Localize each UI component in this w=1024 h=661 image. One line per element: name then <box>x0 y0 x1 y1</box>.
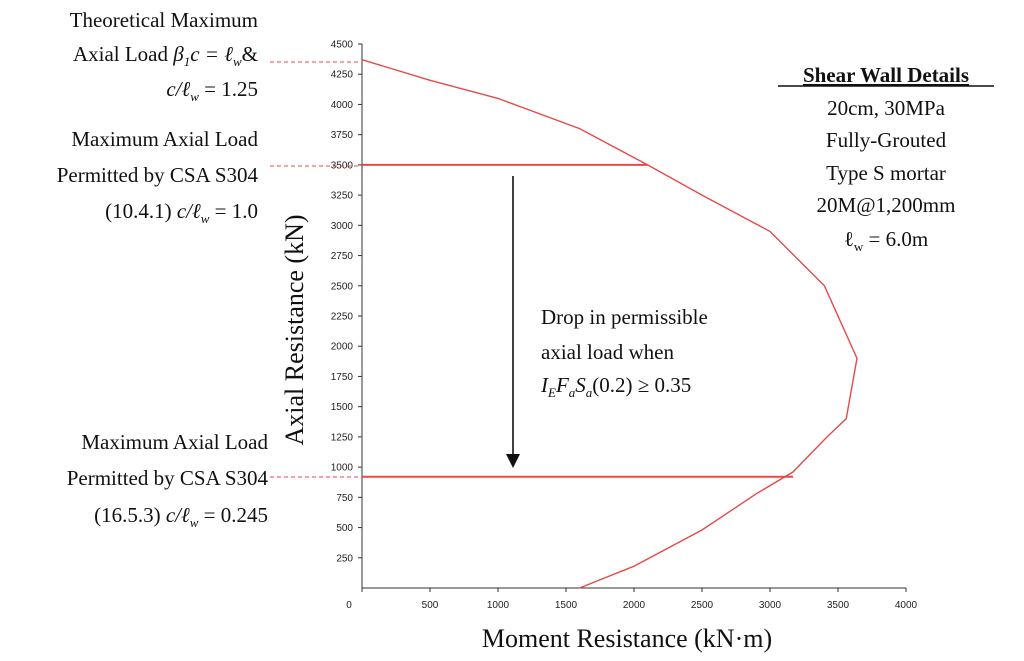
x-tick-label: 0 <box>346 600 352 611</box>
x-tick-label: 2000 <box>623 600 646 611</box>
details-title: Shear Wall Details <box>803 63 969 87</box>
y-tick-label: 1500 <box>331 402 354 413</box>
annotation-drop-line3: IEFaSa(0.2) ≥ 0.35 <box>540 373 691 400</box>
annotation-theoretical-line1: Theoretical Maximum <box>70 8 258 32</box>
details-line-1: 20cm, 30MPa <box>827 96 946 120</box>
x-tick-label: 3500 <box>827 600 850 611</box>
x-tick-label: 500 <box>422 600 439 611</box>
shear-wall-details: Shear Wall Details 20cm, 30MPa Fully-Gro… <box>778 63 994 254</box>
y-tick-label: 3750 <box>331 130 354 141</box>
annotation-theoretical-line3: c/ℓw = 1.25 <box>166 77 258 104</box>
y-tick-label: 250 <box>336 553 353 564</box>
y-tick-label: 4500 <box>331 40 354 51</box>
chart-series <box>361 59 858 589</box>
annotation-csa-1041-line3: (10.4.1) c/ℓw = 1.0 <box>105 199 258 226</box>
annotation-theoretical-line2: Axial Load β1c = ℓw& <box>73 42 258 69</box>
annotation-csa-1653: Maximum Axial Load Permitted by CSA S304… <box>67 430 269 530</box>
drop-arrow-head <box>506 454 520 468</box>
annotation-drop-line2: axial load when <box>541 340 674 364</box>
x-tick-label: 2500 <box>691 600 714 611</box>
annotation-csa-1041: Maximum Axial Load Permitted by CSA S304… <box>57 127 259 226</box>
y-tick-label: 3000 <box>331 221 354 232</box>
annotation-theoretical: Theoretical Maximum Axial Load β1c = ℓw&… <box>70 8 258 104</box>
y-tick-label: 750 <box>336 493 353 504</box>
y-tick-label: 2000 <box>331 342 354 353</box>
details-line-4: 20M@1,200mm <box>817 193 956 217</box>
y-tick-label: 2750 <box>331 251 354 262</box>
interaction-curve <box>361 59 858 589</box>
annotation-csa-1653-line2: Permitted by CSA S304 <box>67 466 269 490</box>
annotation-drop: Drop in permissible axial load when IEFa… <box>540 305 708 400</box>
details-line-2: Fully-Grouted <box>826 128 947 152</box>
x-axis-label: Moment Resistance (kN·m) <box>482 624 772 653</box>
y-tick-label: 4000 <box>331 100 354 111</box>
annotation-csa-1653-line1: Maximum Axial Load <box>81 430 268 454</box>
y-tick-label: 500 <box>336 523 353 534</box>
annotation-csa-1041-line1: Maximum Axial Load <box>71 127 258 151</box>
y-tick-label: 1250 <box>331 432 354 443</box>
y-tick-label: 4250 <box>331 70 354 81</box>
chart-ticks: 250 500 750 1000 1250 1500 1750 2000 2250 2500 275… <box>331 40 918 612</box>
annotation-drop-line1: Drop in permissible <box>541 305 708 329</box>
x-tick-label: 1000 <box>487 600 510 611</box>
x-tick-label: 4000 <box>895 600 918 611</box>
annotation-csa-1653-line3: (16.5.3) c/ℓw = 0.245 <box>94 503 268 530</box>
details-line-3: Type S mortar <box>826 161 946 185</box>
y-tick-label: 1000 <box>331 463 354 474</box>
annotation-csa-1041-line2: Permitted by CSA S304 <box>57 163 259 187</box>
y-axis-label: Axial Resistance (kN) <box>280 214 309 445</box>
y-tick-label: 2250 <box>331 312 354 323</box>
y-tick-label: 2500 <box>331 281 354 292</box>
y-tick-label: 3250 <box>331 191 354 202</box>
y-tick-label: 1750 <box>331 372 354 383</box>
x-tick-label: 3000 <box>759 600 782 611</box>
details-line-5: ℓw = 6.0m <box>844 227 928 254</box>
x-tick-label: 1500 <box>555 600 578 611</box>
